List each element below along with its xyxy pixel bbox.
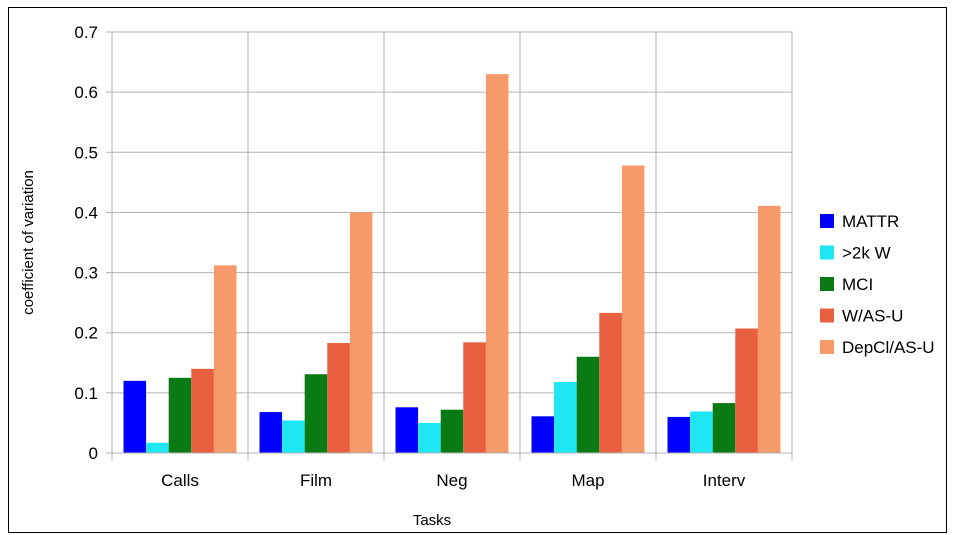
bar — [282, 420, 305, 453]
bar — [418, 422, 441, 453]
y-tick-labels: 0 0.1 0.2 0.3 0.4 0.5 0.6 0.7 — [74, 23, 98, 463]
y-tick-label: 0.4 — [74, 203, 98, 222]
legend-swatch — [820, 308, 834, 323]
bar — [395, 407, 419, 453]
y-tick-label: 0.7 — [74, 23, 98, 42]
legend-swatch — [820, 277, 834, 291]
bar — [440, 409, 464, 453]
legend-swatch — [820, 245, 834, 260]
legend-label: W/AS-U — [842, 307, 903, 326]
legend-label: >2k W — [842, 244, 891, 263]
legend-label: MCI — [842, 275, 873, 294]
bar — [259, 412, 283, 453]
bar — [349, 212, 373, 453]
bar — [690, 411, 713, 453]
legend-label: DepCl/AS-U — [842, 338, 935, 357]
bar — [191, 368, 214, 453]
x-tick-label: Neg — [436, 471, 467, 490]
legend-swatch — [820, 340, 834, 354]
y-tick-label: 0.5 — [74, 143, 98, 162]
y-tick-label: 0.6 — [74, 83, 98, 102]
bar — [554, 382, 577, 453]
legend-swatch — [820, 214, 834, 228]
bar — [146, 442, 169, 453]
x-axis-label: Tasks — [413, 512, 451, 529]
x-tick-label: Calls — [161, 471, 199, 490]
y-tick-label: 0 — [89, 444, 98, 463]
x-tick-label: Map — [571, 471, 604, 490]
x-tick-label: Film — [300, 471, 332, 490]
bar — [531, 416, 555, 453]
axes — [111, 31, 793, 454]
bar — [667, 416, 691, 453]
bar — [123, 380, 147, 453]
bar — [168, 377, 192, 453]
y-tick-label: 0.2 — [74, 324, 98, 343]
x-tick-labels: Calls Film Neg Map Interv — [161, 471, 746, 490]
bar — [757, 205, 781, 453]
x-tick-label: Interv — [703, 471, 746, 490]
plot-area-border — [111, 31, 793, 454]
bar — [304, 374, 328, 453]
bar — [463, 342, 486, 453]
bar — [327, 342, 350, 453]
y-axis-label: coefficient of variation — [20, 170, 37, 315]
bars — [123, 74, 781, 453]
legend-label: MATTR — [842, 212, 899, 231]
bar — [735, 328, 758, 453]
y-tick-label: 0.1 — [74, 384, 98, 403]
bar — [599, 312, 622, 453]
bar — [712, 403, 736, 453]
bar — [621, 165, 645, 453]
legend: MATTR >2k W MCI W/AS-U DepCl/AS-U — [820, 212, 935, 357]
bar — [485, 74, 509, 453]
bar — [576, 356, 600, 453]
y-tick-label: 0.3 — [74, 264, 98, 283]
bar — [213, 265, 237, 453]
